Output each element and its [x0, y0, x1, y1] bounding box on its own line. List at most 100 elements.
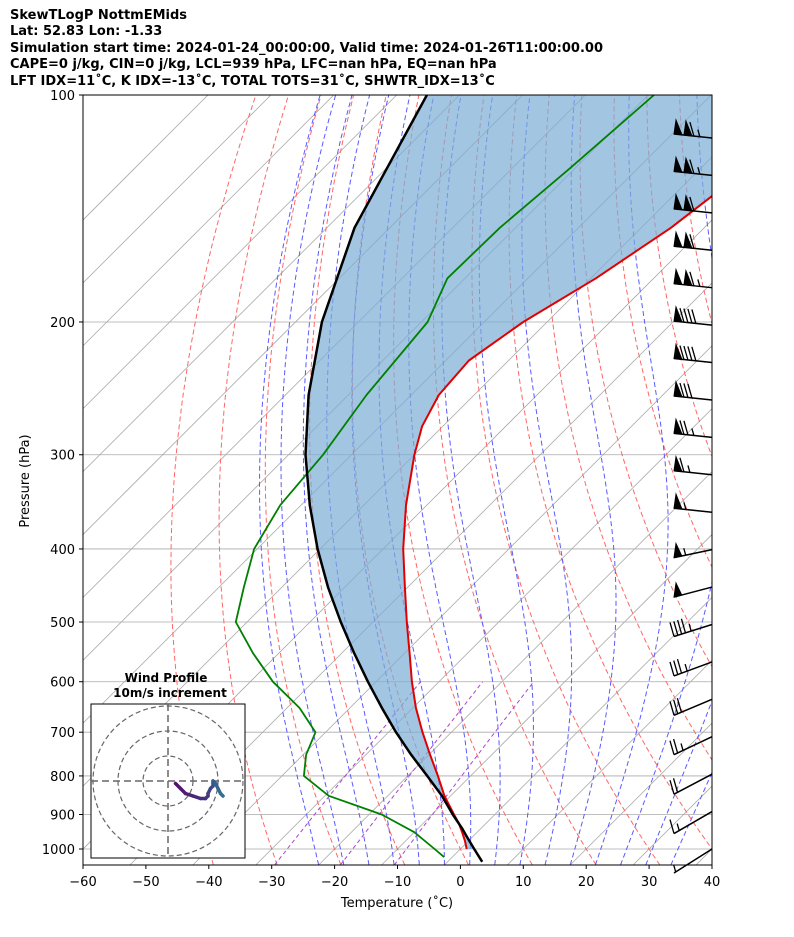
wind-barb — [673, 118, 713, 139]
wind-barb-pennant — [683, 156, 693, 174]
y-tick-label: 600 — [50, 676, 75, 691]
wind-barb-half-flag — [687, 465, 691, 473]
wind-barb-half-flag — [697, 279, 701, 287]
wind-barb — [673, 848, 713, 874]
wind-barb-flag — [683, 420, 689, 436]
location-line: Lat: 52.83 Lon: -1.33 — [10, 24, 163, 40]
wind-barb — [669, 618, 713, 638]
dry-adiabat-line — [264, 95, 342, 865]
wind-barb-flag — [689, 159, 695, 174]
moist-adiabat-line — [594, 95, 669, 865]
wind-barb-half-flag — [697, 129, 701, 137]
isotherm-line — [83, 95, 397, 410]
dry-adiabat-line — [745, 95, 794, 865]
wind-barb-staff — [673, 698, 713, 717]
wind-barb-flag — [669, 779, 675, 795]
dry-adiabat-line — [432, 95, 597, 865]
dry-adiabat-line — [218, 95, 289, 865]
time-line: Simulation start time: 2024-01-24_00:00:… — [10, 40, 603, 56]
wind-barb-pennant — [673, 230, 683, 248]
dry-adiabat-line — [777, 95, 794, 865]
wind-barb-flag — [669, 819, 675, 834]
chart-title: SkewTLogP NottmEMids — [10, 8, 188, 23]
stability-indices-line: LFT IDX=11˚C, K IDX=-13˚C, TOTAL TOTS=31… — [10, 73, 495, 89]
wind-barb-flag — [672, 778, 679, 793]
wind-barb-flag — [669, 740, 675, 755]
wind-barb — [673, 230, 713, 252]
y-tick-label: 700 — [50, 726, 75, 741]
moist-adiabat-line — [280, 95, 345, 865]
wind-barb-pennant — [673, 492, 683, 510]
wind-barb-staff — [673, 848, 713, 874]
dry-adiabat-line — [711, 95, 712, 102]
wind-barb-flag — [689, 234, 695, 249]
x-tick-label: −40 — [195, 875, 222, 890]
wind-barb-flag — [687, 308, 693, 324]
wind-barb-flag — [679, 457, 685, 473]
hodograph-trace — [218, 791, 225, 798]
x-tick-label: −60 — [69, 875, 96, 890]
wind-barb-staff — [673, 661, 713, 677]
moist-adiabat-line — [302, 95, 370, 865]
wind-barb-flag — [691, 309, 697, 324]
isotherm-line — [83, 95, 272, 284]
wind-barb-flag — [687, 383, 693, 399]
wind-barb-flag — [679, 382, 685, 398]
y-tick-label: 100 — [50, 89, 75, 104]
x-tick-label: −30 — [258, 875, 285, 890]
wind-barb-half-flag — [680, 743, 684, 751]
wind-barb-flag — [676, 658, 683, 674]
wind-barb-half-flag — [688, 623, 692, 632]
chart-header: SkewTLogP NottmEMids Lat: 52.83 Lon: -1.… — [10, 8, 603, 90]
x-tick-label: 10 — [515, 875, 532, 890]
dry-adiabat-line — [579, 95, 712, 668]
y-tick-label: 900 — [50, 808, 75, 823]
wind-barb-half-flag — [697, 166, 701, 175]
wind-barb-flag — [669, 622, 675, 637]
isotherm-line — [318, 471, 712, 865]
dewpoint-line — [234, 95, 655, 858]
mixing-ratio-line — [339, 681, 484, 865]
wind-barb-staff — [673, 810, 713, 835]
moist-adiabat-line — [569, 95, 617, 865]
wind-barb-pennant — [673, 267, 683, 286]
wind-barb-half-flag — [691, 428, 695, 436]
wind-barb-half-flag — [676, 823, 680, 831]
wind-barb-half-flag — [683, 502, 687, 510]
wind-barb — [673, 342, 713, 364]
wind-barb-flag — [673, 660, 679, 675]
y-tick-label: 200 — [50, 316, 75, 331]
wind-barb-pennant — [683, 193, 693, 212]
wind-barb — [673, 417, 713, 439]
wind-barb-flag — [683, 308, 689, 323]
wind-barb-flag — [689, 271, 695, 286]
wind-barb — [669, 736, 713, 756]
wind-barb-pennant — [683, 231, 693, 249]
wind-barb-pennant — [673, 305, 683, 323]
isotherm-line — [381, 533, 712, 865]
wind-barb-flag — [672, 738, 679, 754]
wind-barb-flag — [691, 346, 697, 362]
wind-barb — [673, 492, 713, 513]
wind-barb-flag — [677, 619, 683, 635]
parcel-line — [304, 95, 484, 863]
x-tick-label: 40 — [704, 875, 721, 890]
wind-barb — [673, 155, 713, 177]
x-axis-label: Temperature (˚C) — [340, 895, 453, 911]
wind-barb-flag — [669, 701, 675, 716]
wind-barb-flag — [673, 699, 679, 714]
dry-adiabat-line — [170, 95, 257, 865]
wind-barb — [673, 305, 713, 326]
wind-barb-flag — [679, 307, 685, 323]
wind-barb — [669, 773, 713, 795]
x-tick-label: 0 — [456, 875, 464, 890]
x-tick-label: −20 — [321, 875, 348, 890]
isotherm-line — [83, 95, 335, 347]
wind-barb — [673, 267, 713, 289]
wind-barb-flag — [679, 420, 685, 435]
dry-adiabat-line — [471, 95, 661, 865]
wind-barb — [669, 658, 713, 677]
isotherm-line — [129, 282, 712, 865]
wind-barb-flag — [676, 698, 682, 713]
